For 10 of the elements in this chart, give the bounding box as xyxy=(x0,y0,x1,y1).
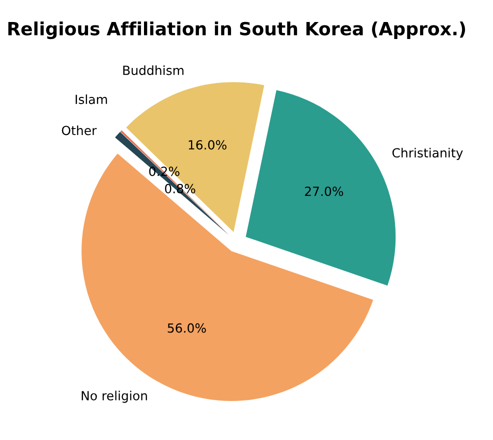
chart-title: Religious Affiliation in South Korea (Approx.) xyxy=(8,21,466,40)
slice-label: Christianity xyxy=(392,148,463,160)
slice-label: Islam xyxy=(76,94,107,104)
slice-label: Buddhism xyxy=(123,65,184,76)
data-label: 16.0% xyxy=(188,140,226,150)
data-label: 0.2% xyxy=(149,166,180,176)
slice-label: Other xyxy=(62,126,97,136)
data-label: 56.0% xyxy=(168,323,206,333)
data-label: 27.0% xyxy=(305,186,344,196)
slice-label: No religion xyxy=(82,390,147,403)
